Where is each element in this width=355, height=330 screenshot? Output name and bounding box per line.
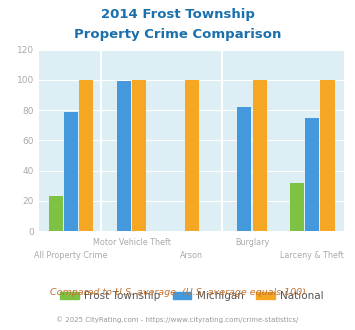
Bar — [305, 117, 319, 231]
Bar — [117, 81, 131, 231]
Bar — [290, 182, 304, 231]
Text: Motor Vehicle Theft: Motor Vehicle Theft — [93, 238, 170, 247]
Text: © 2025 CityRating.com - https://www.cityrating.com/crime-statistics/: © 2025 CityRating.com - https://www.city… — [56, 317, 299, 323]
Text: Burglary: Burglary — [235, 238, 269, 247]
Text: Larceny & Theft: Larceny & Theft — [280, 251, 344, 260]
Bar — [49, 196, 63, 231]
Bar — [237, 107, 251, 231]
Text: Arson: Arson — [180, 251, 203, 260]
Bar — [321, 80, 334, 231]
Bar — [64, 112, 78, 231]
Text: Compared to U.S. average. (U.S. average equals 100): Compared to U.S. average. (U.S. average … — [50, 287, 305, 297]
Text: Property Crime Comparison: Property Crime Comparison — [74, 28, 281, 41]
Text: 2014 Frost Township: 2014 Frost Township — [100, 8, 255, 21]
Bar — [185, 80, 199, 231]
Bar — [252, 80, 267, 231]
Legend: Frost Township, Michigan, National: Frost Township, Michigan, National — [56, 287, 328, 305]
Bar — [132, 80, 146, 231]
Text: All Property Crime: All Property Crime — [34, 251, 108, 260]
Bar — [80, 80, 93, 231]
